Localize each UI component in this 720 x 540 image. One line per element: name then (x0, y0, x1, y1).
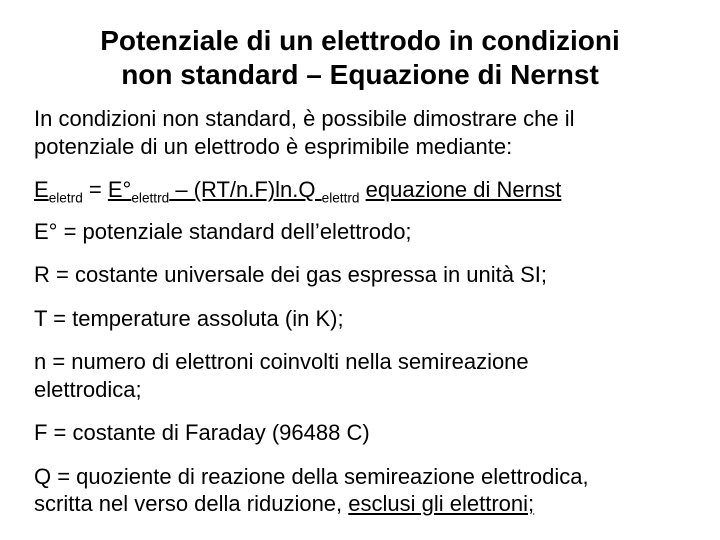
eq-lhs-base: E (34, 177, 49, 202)
def-q: Q = quoziente di reazione della semireaz… (34, 463, 686, 518)
eq-sign: = (83, 177, 108, 202)
def-r: R = costante universale dei gas espressa… (34, 261, 686, 289)
slide-title: Potenziale di un elettrodo in condizioni… (34, 24, 686, 91)
equation-rhs2: – (RT/n.F)ln.Q (169, 177, 321, 202)
slide: Potenziale di un elettrodo in condizioni… (0, 0, 720, 540)
def-q-line-2b: esclusi gli elettroni; (348, 491, 534, 516)
def-n-line-1: n = numero di elettroni coinvolti nella … (34, 349, 529, 374)
intro-line-2: potenziale di un elettrodo è esprimibile… (34, 134, 512, 159)
eq-rhs1-sub: elettrd (131, 191, 169, 206)
slide-body: In condizioni non standard, è possibile … (34, 105, 686, 518)
intro-paragraph: In condizioni non standard, è possibile … (34, 105, 686, 160)
equation-lhs: Eeletrd (34, 177, 83, 202)
def-q-line-1: Q = quoziente di reazione della semireaz… (34, 464, 589, 489)
def-n-line-2: elettrodica; (34, 377, 142, 402)
def-e0: E° = potenziale standard dell’elettrodo; (34, 218, 686, 246)
equation-label: equazione di Nernst (366, 177, 562, 202)
eq-rhs2-text: – (RT/n.F)ln.Q (169, 177, 321, 202)
def-t: T = temperature assoluta (in K); (34, 305, 686, 333)
def-f: F = costante di Faraday (96488 C) (34, 419, 686, 447)
def-n: n = numero di elettroni coinvolti nella … (34, 348, 686, 403)
eq-rhs1-base: E° (108, 177, 131, 202)
title-line-2: non standard – Equazione di Nernst (121, 59, 599, 90)
intro-line-1: In condizioni non standard, è possibile … (34, 106, 575, 131)
title-line-1: Potenziale di un elettrodo in condizioni (100, 25, 620, 56)
eq-lhs-sub: eletrd (49, 191, 83, 206)
nernst-equation: Eeletrd = E°elettrd – (RT/n.F)ln.Q elett… (34, 176, 686, 204)
equation-rhs1: E°elettrd (108, 177, 169, 202)
def-q-line-2a: scritta nel verso della riduzione, (34, 491, 348, 516)
eq-rhs2-sub: elettrd (322, 191, 360, 206)
